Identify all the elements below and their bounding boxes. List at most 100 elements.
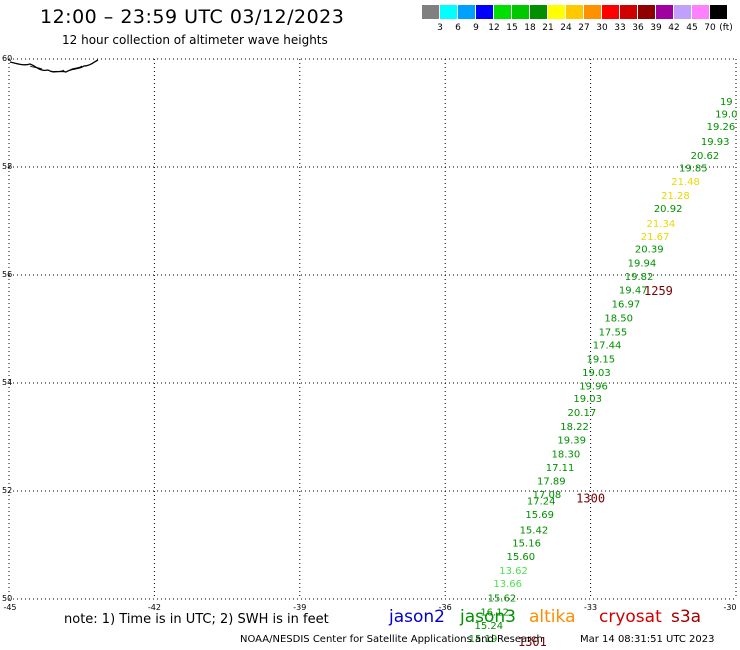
legend-item: jason2 <box>389 607 445 627</box>
color-scale-label: 6 <box>455 23 461 33</box>
color-scale-label: 3 <box>437 23 443 33</box>
time-label: 1300 <box>576 492 605 506</box>
time-labels: 1259 1300 1301 <box>518 284 673 649</box>
color-scale-label: 27 <box>578 23 590 33</box>
data-point-label: 19.93 <box>701 137 730 148</box>
data-point-label: 13.66 <box>493 579 522 590</box>
color-swatch <box>440 5 457 19</box>
data-point-label: 20.17 <box>568 408 597 419</box>
data-point-label: 15.69 <box>525 510 554 521</box>
y-tick-label: 52 <box>2 486 12 495</box>
data-point-label: 17.55 <box>599 328 628 339</box>
data-point-label: 15.42 <box>520 525 549 536</box>
color-swatch <box>674 5 691 19</box>
data-point-label: 19.26 <box>707 122 736 133</box>
color-swatch <box>476 5 493 19</box>
data-point-label: 17.08 <box>533 490 562 501</box>
color-swatch <box>566 5 583 19</box>
data-point-label: 19.15 <box>586 355 615 366</box>
color-swatch <box>458 5 475 19</box>
x-tick-label: -42 <box>148 603 161 612</box>
coastline-path <box>9 59 99 73</box>
footer-timestamp: Mar 14 08:31:51 UTC 2023 <box>580 634 715 645</box>
color-scale-label: 45 <box>686 23 698 33</box>
data-point-label: 17.11 <box>546 463 575 474</box>
data-point-label: 19.03 <box>573 394 602 405</box>
color-scale-label: 33 <box>614 23 626 33</box>
color-swatch <box>602 5 619 19</box>
x-tick-label: -36 <box>439 603 452 612</box>
color-swatch <box>530 5 547 19</box>
x-tick-label: -30 <box>723 603 736 612</box>
data-point-label: 15.19 <box>469 634 498 645</box>
color-scale-label: 70 <box>704 23 716 33</box>
color-scale-label: 24 <box>560 23 572 33</box>
y-tick-label: 54 <box>2 378 12 387</box>
color-swatch <box>548 5 565 19</box>
color-swatch <box>584 5 601 19</box>
time-label: 1301 <box>518 635 547 649</box>
data-point-label: 18.50 <box>604 314 633 325</box>
color-scale-label: 21 <box>542 23 554 33</box>
color-scale-label: 42 <box>668 23 680 33</box>
legend-item: jason3 <box>460 607 516 627</box>
data-point-label: 15.24 <box>474 621 503 632</box>
data-point-label: 21.48 <box>671 177 700 188</box>
color-swatch <box>422 5 439 19</box>
color-swatch <box>692 5 709 19</box>
y-tick-label: 50 <box>2 594 12 603</box>
color-swatch <box>638 5 655 19</box>
data-point-label: 19.03 <box>582 368 611 379</box>
coastline-fragment <box>9 59 99 73</box>
y-tick-label: 60 <box>2 54 12 63</box>
y-tick-label: 56 <box>2 270 12 279</box>
data-point-label: 19.39 <box>557 436 586 447</box>
data-point-label: 17.89 <box>537 477 566 488</box>
footer-credit: NOAA/NESDIS Center for Satellite Applica… <box>240 634 543 645</box>
time-label: 1259 <box>644 284 673 298</box>
legend-item: s3a <box>671 607 702 627</box>
color-scale-label: 15 <box>506 23 518 33</box>
color-swatch <box>710 5 727 19</box>
data-points: 19 19.019.26 19.93 20.62 19.85 21.48 21.28 20.9… <box>469 97 738 645</box>
data-point-label: 15.60 <box>506 552 535 563</box>
data-point-label: 15.62 <box>488 593 517 604</box>
data-point-label: 21.28 <box>661 191 690 202</box>
data-point-label: 19.82 <box>625 272 654 283</box>
data-point-label: 20.39 <box>635 245 664 256</box>
color-swatch <box>656 5 673 19</box>
color-swatch <box>620 5 637 19</box>
data-point-label: 16.12 <box>480 607 509 618</box>
data-point-label: 18.30 <box>552 450 581 461</box>
color-swatch <box>494 5 511 19</box>
data-point-label: 19.96 <box>579 382 608 393</box>
x-tick-label: -33 <box>584 603 597 612</box>
data-point-label: 15.16 <box>512 538 541 549</box>
color-scale-unit: (ft) <box>719 23 733 33</box>
color-scale-label: 36 <box>632 23 644 33</box>
data-point-label: 19.47 <box>619 286 648 297</box>
x-tick-label: -45 <box>3 603 16 612</box>
y-tick-label: 58 <box>2 162 12 171</box>
data-point-label: 16.97 <box>612 300 641 311</box>
color-scale-label: 18 <box>524 23 536 33</box>
data-point-label: 17.24 <box>527 497 556 508</box>
legend-item: cryosat <box>599 607 662 627</box>
legend-item: altika <box>529 607 576 627</box>
color-scale-label: 9 <box>473 23 479 33</box>
chart-subtitle: 12 hour collection of altimeter wave hei… <box>62 33 328 47</box>
axis-tick-labels: -45 -42 -39 -36 -33 -30 50 52 54 56 58 60 <box>2 54 737 612</box>
footnote: note: 1) Time is in UTC; 2) SWH is in fe… <box>64 612 329 627</box>
data-point-label: 19.85 <box>679 164 708 175</box>
data-point-label: 17.44 <box>593 341 622 352</box>
x-tick-label: -39 <box>293 603 306 612</box>
color-scale-label: 39 <box>650 23 662 33</box>
data-point-label: 13.62 <box>499 566 528 577</box>
chart-title: 12:00 – 23:59 UTC 03/12/2023 <box>40 6 345 28</box>
data-point-label: 20.92 <box>654 204 683 215</box>
data-point-label: 21.67 <box>641 232 670 243</box>
data-point-label: 18.22 <box>560 422 589 433</box>
data-point-label: 19 <box>720 97 733 108</box>
data-point-label: 20.62 <box>691 151 720 162</box>
